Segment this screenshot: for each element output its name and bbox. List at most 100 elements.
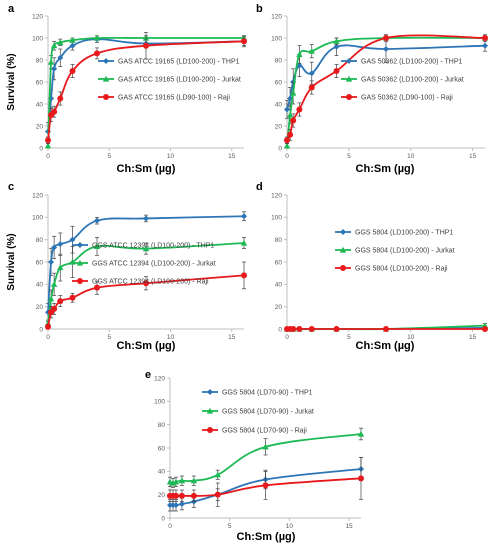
data-point: [50, 281, 58, 287]
x-tick-label: 10: [167, 153, 175, 160]
y-tick-label: 100: [271, 215, 282, 222]
y-tick-label: 20: [158, 492, 166, 499]
data-point: [241, 272, 247, 279]
data-point: [284, 106, 290, 113]
data-point: [94, 50, 100, 57]
legend-marker: [340, 265, 346, 271]
legend-marker: [102, 75, 110, 82]
y-tick-label: 0: [39, 145, 43, 152]
x-axis-label: Ch:Sm (µg): [356, 340, 415, 352]
data-point: [289, 89, 297, 96]
data-point: [69, 68, 76, 74]
data-point: [57, 95, 64, 102]
y-tick-label: 120: [271, 192, 282, 199]
panel-letter: b: [256, 3, 263, 15]
chart-panel-b: b 0 20 40 60 80 100 120 0 5 10 15 Ch:Sm (µg) GAS 5036…: [256, 3, 489, 175]
data-point: [94, 217, 100, 224]
x-tick-label: 0: [285, 334, 289, 341]
data-point: [308, 48, 315, 54]
series-3: [45, 32, 247, 144]
data-point: [51, 305, 58, 312]
y-tick-label: 20: [275, 304, 283, 311]
x-tick-label: 5: [347, 153, 351, 160]
x-tick-label: 15: [469, 153, 477, 160]
legend-entry: GAS ATCC 19165 (LD100-200) - Jurkat: [118, 76, 241, 83]
data-point: [284, 137, 290, 144]
data-point: [178, 477, 186, 484]
y-tick-label: 80: [158, 422, 166, 429]
data-point: [290, 326, 297, 332]
y-tick-label: 40: [158, 469, 166, 476]
y-tick-label: 120: [32, 13, 43, 20]
data-point: [241, 38, 247, 45]
legend-entry: GGS ATCC 12394 (LD100-200) - Jurkat: [92, 260, 216, 267]
y-tick-label: 20: [36, 123, 44, 130]
series-2: [44, 237, 248, 328]
legend-entry: GGS 5804 (LD70-90) - Jurkat: [222, 408, 314, 415]
data-point: [178, 501, 185, 507]
legend-marker: [77, 242, 83, 248]
legend: GGS 5804 (LD70-90) - THP1 GGS 5804 (LD70-…: [202, 389, 314, 434]
y-tick-label: 80: [36, 237, 44, 244]
data-point: [333, 38, 340, 44]
y-tick-label: 100: [271, 35, 282, 42]
data-point: [383, 46, 389, 52]
panel-letter: d: [256, 181, 263, 193]
x-tick-label: 0: [46, 153, 50, 160]
legend-entry: GGS 5804 (LD70-90) - Raji: [222, 427, 307, 434]
x-tick-label: 5: [107, 334, 111, 341]
y-tick-label: 120: [154, 375, 165, 382]
legend-marker: [339, 246, 347, 253]
data-point: [45, 323, 51, 330]
y-tick-label: 100: [154, 399, 165, 406]
data-point: [94, 284, 100, 291]
legend-marker: [345, 75, 353, 82]
y-tick-label: 40: [275, 282, 283, 289]
data-point: [287, 131, 294, 138]
legend-marker: [207, 427, 213, 433]
x-tick-label: 10: [407, 334, 415, 341]
data-point: [262, 482, 269, 489]
data-point: [57, 54, 64, 61]
y-tick-label: 100: [32, 35, 43, 42]
series-3: [167, 456, 364, 507]
y-tick-label: 20: [36, 304, 44, 311]
data-point: [333, 68, 340, 74]
x-tick-label: 5: [107, 153, 111, 160]
data-point: [143, 42, 149, 49]
data-point: [57, 298, 64, 305]
x-tick-label: 5: [228, 523, 232, 530]
data-point: [308, 70, 315, 77]
y-tick-label: 80: [275, 237, 283, 244]
data-point: [296, 51, 303, 58]
data-point: [240, 239, 248, 246]
data-point: [172, 478, 180, 485]
x-tick-label: 15: [228, 334, 236, 341]
data-point: [308, 326, 315, 332]
data-point: [290, 117, 297, 124]
data-point: [283, 142, 291, 149]
data-point: [383, 35, 389, 41]
data-point: [308, 84, 315, 91]
x-tick-label: 10: [167, 334, 175, 341]
data-point: [143, 215, 149, 222]
x-tick-label: 0: [285, 153, 289, 160]
data-point: [47, 59, 55, 65]
legend-marker: [206, 407, 214, 414]
legend-marker: [103, 94, 109, 100]
data-point: [482, 42, 488, 49]
data-point: [172, 502, 179, 509]
data-point: [57, 241, 64, 248]
legend-entry: GGS 5804 (LD70-90) - THP1: [222, 389, 313, 396]
y-axis-label: Survival (%): [6, 53, 17, 110]
x-tick-label: 0: [168, 523, 172, 530]
data-point: [57, 39, 64, 45]
legend-marker: [76, 259, 84, 266]
data-point: [143, 280, 149, 287]
data-point: [296, 326, 303, 332]
panel-letter: a: [8, 3, 15, 15]
data-point: [69, 236, 76, 243]
x-tick-label: 15: [345, 523, 353, 530]
y-tick-label: 0: [39, 326, 43, 333]
